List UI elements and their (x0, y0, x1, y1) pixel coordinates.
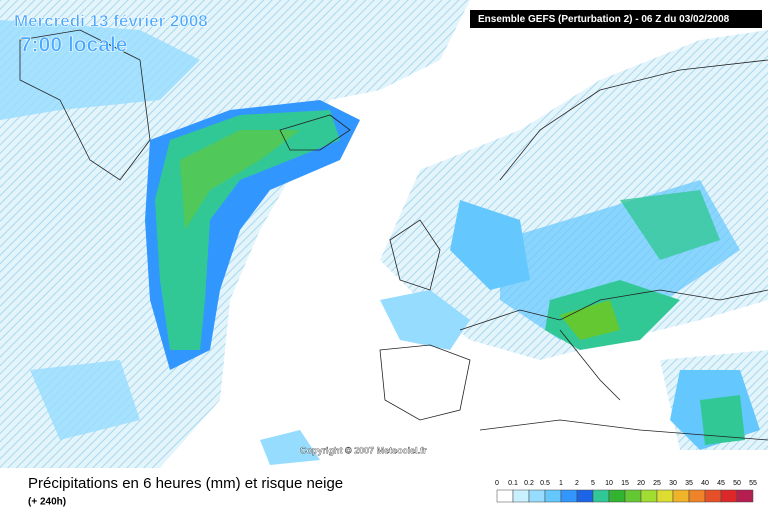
legend-label: 35 (685, 480, 693, 487)
legend-label: 0.5 (540, 480, 550, 487)
legend-label: 20 (637, 480, 645, 487)
legend-label: 50 (733, 480, 741, 487)
copyright: Copyright © 2007 Meteociel.fr (300, 445, 427, 455)
legend-swatch (544, 489, 562, 503)
caption-title: Précipitations en 6 heures (mm) et risqu… (28, 475, 343, 492)
legend-swatch (608, 489, 626, 503)
caption-subtitle: (+ 240h) (28, 497, 66, 508)
legend-swatch (688, 489, 706, 503)
date-label: Mercredi 13 février 2008 (14, 11, 208, 30)
model-label: Ensemble GEFS (Perturbation 2) - 06 Z du… (478, 14, 730, 25)
coastlines (19, 29, 768, 441)
legend-swatch (512, 489, 530, 503)
legend-label: 15 (621, 480, 629, 487)
legend-label: 40 (701, 480, 709, 487)
legend-swatch (656, 489, 674, 503)
legend-swatch (704, 489, 722, 503)
legend-swatch (624, 489, 642, 503)
legend-swatch (560, 489, 578, 503)
legend-swatch (576, 489, 594, 503)
legend-label: 25 (653, 480, 661, 487)
legend-swatch (736, 489, 754, 503)
legend-label: 30 (669, 480, 677, 487)
legend-label: 2 (575, 480, 579, 487)
legend-swatch (640, 489, 658, 503)
legend-swatch (528, 489, 546, 503)
legend-label: 55 (749, 480, 757, 487)
legend-label: 45 (717, 480, 725, 487)
legend-swatch (720, 489, 738, 503)
legend-swatch (496, 489, 514, 503)
legend-label: 0.1 (508, 480, 518, 487)
legend-label: 0 (495, 480, 499, 487)
time-label: 7:00 locale (20, 34, 127, 57)
precip-moderate (145, 100, 745, 445)
legend-label: 10 (605, 480, 613, 487)
legend-swatch (672, 489, 690, 503)
legend-label: 5 (591, 480, 595, 487)
legend-label: 1 (559, 480, 563, 487)
legend: 0 0.1 0.2 0.5 1 2 5 10 15 20 25 30 35 40 45 50 55 (495, 480, 757, 503)
model-box (470, 10, 762, 28)
legend-swatch (592, 489, 610, 503)
legend-label: 0.2 (524, 480, 534, 487)
